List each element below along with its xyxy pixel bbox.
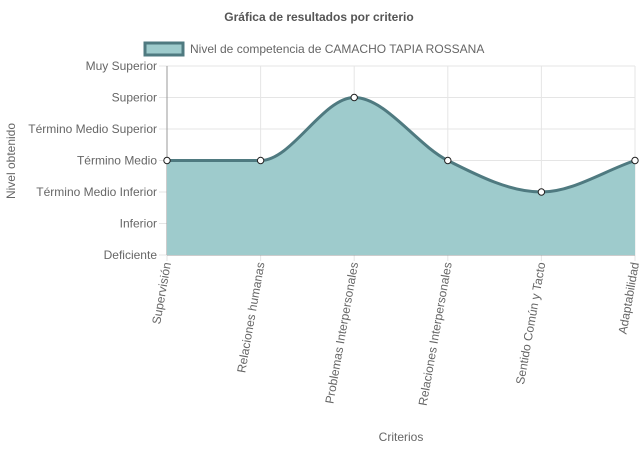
x-tick-label: Problemas Interpersonales — [322, 261, 361, 405]
x-tick-label: Relaciones humanas — [234, 261, 267, 374]
x-tick-label: Sentido Común y Tacto — [513, 261, 548, 386]
data-point[interactable] — [350, 93, 358, 102]
legend-swatch — [143, 41, 185, 57]
data-point[interactable] — [163, 156, 171, 165]
series-area-fill — [167, 97, 635, 255]
y-tick-label: Superior — [112, 91, 157, 105]
y-axis-label: Nivel obtenido — [4, 123, 18, 199]
data-point[interactable] — [631, 156, 639, 165]
x-tick-label: Relaciones Interpersonales — [416, 261, 455, 407]
y-tick-label: Término Medio Superior — [28, 122, 157, 136]
data-point[interactable] — [256, 156, 265, 165]
y-tick-labels: Deficiente Inferior Término Medio Inferior… — [28, 59, 157, 262]
data-point[interactable] — [537, 188, 546, 196]
data-point[interactable] — [444, 156, 452, 165]
y-tick-label: Término Medio — [77, 154, 157, 168]
x-tick-label: Supervisión — [149, 261, 174, 325]
x-axis-label: Criterios — [379, 430, 424, 444]
chart-title: Gráfica de resultados por criterio — [224, 10, 413, 24]
series-area — [163, 93, 639, 255]
x-tick-label: Adaptabilidad — [616, 261, 639, 335]
y-tick-label: Inferior — [120, 217, 157, 231]
y-tick-label: Término Medio Inferior — [36, 185, 157, 199]
legend[interactable]: Nivel de competencia de CAMACHO TAPIA RO… — [143, 41, 484, 57]
x-tick-labels: Supervisión Relaciones humanas Problemas I… — [149, 261, 639, 407]
y-tick-label: Muy Superior — [86, 59, 157, 73]
legend-label: Nivel de competencia de CAMACHO TAPIA RO… — [190, 42, 484, 56]
y-tick-label: Deficiente — [104, 248, 158, 262]
